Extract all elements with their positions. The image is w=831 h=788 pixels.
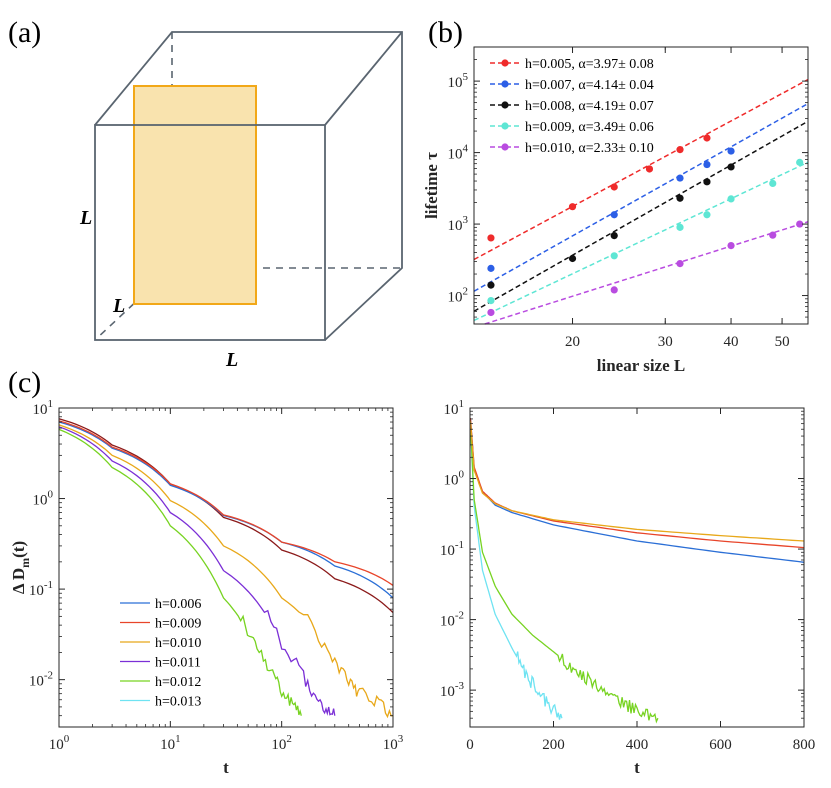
x-tick-label: 20 — [565, 334, 580, 350]
legend-marker — [501, 80, 508, 87]
series-curve — [470, 419, 804, 562]
data-point — [611, 252, 618, 259]
data-point — [703, 178, 710, 185]
edge-label-width: L — [225, 349, 238, 371]
data-point — [569, 255, 576, 262]
legend-entry: h=0.013 — [155, 695, 201, 710]
data-point — [727, 163, 734, 170]
data-point — [611, 286, 618, 293]
y-tick-label: 101 — [444, 398, 465, 418]
x-axis-label: linear size L — [597, 356, 685, 375]
y-tick-label: 102 — [448, 286, 469, 306]
y-tick-label: 100 — [33, 489, 54, 509]
data-point — [676, 195, 683, 202]
data-point — [727, 147, 734, 154]
x-tick-label: 102 — [271, 733, 292, 753]
panel-label-c: (c) — [8, 366, 41, 399]
data-point — [487, 282, 494, 289]
series-curve — [470, 418, 804, 547]
y-tick-label: 10-1 — [440, 539, 464, 559]
data-point — [569, 203, 576, 210]
y-tick-label: 100 — [444, 469, 465, 489]
x-axis-label: t — [634, 758, 640, 777]
data-point — [676, 224, 683, 231]
y-tick-label: 10-2 — [440, 610, 464, 630]
data-point — [727, 195, 734, 202]
data-point — [727, 242, 734, 249]
y-axis-label: lifetime τ — [422, 152, 441, 219]
data-point — [646, 165, 653, 172]
legend-marker — [501, 101, 508, 108]
data-point — [703, 161, 710, 168]
x-axis-label: t — [223, 758, 229, 777]
x-tick-label: 103 — [383, 733, 404, 753]
y-tick-label: 10-1 — [29, 579, 53, 599]
series-curve — [470, 425, 658, 722]
series-curve — [59, 427, 335, 716]
data-point — [703, 134, 710, 141]
y-tick-label: 101 — [33, 398, 54, 418]
y-tick-label: 105 — [448, 71, 469, 91]
series-curve — [470, 426, 562, 719]
series-curve — [59, 429, 301, 715]
legend-marker — [501, 122, 508, 129]
edge-label-depth: L — [112, 295, 125, 317]
series-curve — [470, 421, 804, 541]
legend-entry: h=0.010, α=2.33± 0.10 — [525, 141, 654, 156]
legend-entry: h=0.009 — [155, 617, 201, 632]
y-tick-label: 103 — [448, 214, 469, 234]
series-curve — [59, 422, 393, 598]
delta-dm-loglog-plot: 100 101 102 103 10-2 10-1 100 101 h=0.006 h=0.009… — [9, 398, 404, 777]
axes-frame — [59, 408, 393, 727]
legend-entry: h=0.005, α=3.97± 0.08 — [525, 57, 654, 72]
x-tick-label: 800 — [793, 737, 816, 753]
y-tick-label: 104 — [448, 143, 469, 163]
data-point — [611, 183, 618, 190]
edge-label-height: L — [79, 207, 92, 229]
axes-frame — [470, 408, 804, 727]
data-point — [487, 265, 494, 272]
data-point — [676, 146, 683, 153]
x-tick-label: 101 — [160, 733, 181, 753]
data-point — [676, 174, 683, 181]
cube-diagram: L L L — [79, 32, 402, 371]
cube-edge — [325, 32, 402, 125]
series-curve — [59, 425, 393, 717]
figure: (a) (b) (c) L L L 20 30 40 50 102 103 104 105 h=… — [0, 0, 831, 788]
x-tick-label: 400 — [626, 737, 649, 753]
data-point — [769, 180, 776, 187]
data-point — [796, 159, 803, 166]
legend-marker — [501, 59, 508, 66]
data-point — [487, 309, 494, 316]
x-tick-label: 600 — [709, 737, 732, 753]
legend-entry: h=0.011 — [155, 656, 201, 671]
data-point — [703, 211, 710, 218]
panel-label-a: (a) — [8, 16, 41, 49]
x-tick-label: 50 — [775, 334, 790, 350]
legend-entry: h=0.007, α=4.14± 0.04 — [525, 78, 654, 93]
legend-marker — [501, 143, 508, 150]
y-tick-label: 10-2 — [29, 670, 53, 690]
legend-entry: h=0.010 — [155, 636, 201, 651]
legend-entry: h=0.008, α=4.19± 0.07 — [525, 99, 654, 114]
legend-entry: h=0.006 — [155, 597, 201, 612]
legend-entry: h=0.012 — [155, 675, 201, 690]
data-point — [487, 234, 494, 241]
data-point — [611, 211, 618, 218]
data-point — [769, 232, 776, 239]
lifetime-plot: 20 30 40 50 102 103 104 105 h=0.005, α=3.97± 0.0… — [422, 47, 808, 375]
x-tick-label: 100 — [49, 733, 70, 753]
data-point — [676, 260, 683, 267]
legend-entry: h=0.009, α=3.49± 0.06 — [525, 120, 654, 135]
data-point — [611, 232, 618, 239]
x-tick-label: 30 — [658, 334, 673, 350]
delta-dm-semilog-plot: 0 200 400 600 800 10-3 10-2 10-1 100 101 t — [440, 398, 815, 777]
panel-label-b: (b) — [428, 16, 463, 49]
data-point — [487, 297, 494, 304]
y-tick-label: 10-3 — [440, 680, 465, 700]
x-tick-label: 200 — [542, 737, 565, 753]
cross-section-plane — [134, 86, 256, 304]
x-tick-label: 40 — [724, 334, 739, 350]
x-tick-label: 0 — [466, 737, 474, 753]
